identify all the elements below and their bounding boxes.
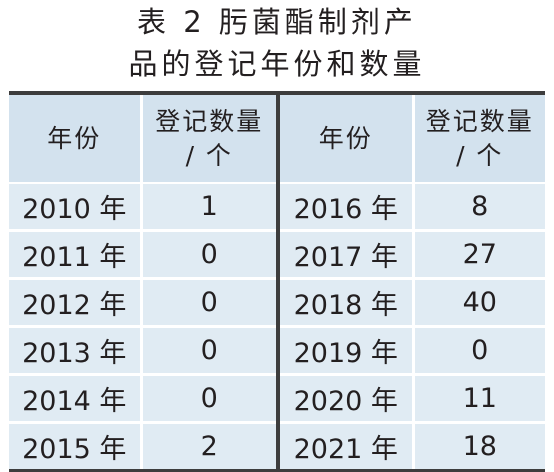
header-year-right: 年份 bbox=[278, 91, 415, 184]
cell-year: 2013 年 bbox=[9, 326, 143, 376]
cell-year: 2018 年 bbox=[278, 278, 415, 328]
cell-count: 0 bbox=[141, 374, 280, 424]
cell-count: 0 bbox=[141, 278, 280, 328]
header-count-left-line2: / 个 bbox=[185, 140, 233, 170]
cell-year: 2021 年 bbox=[278, 422, 415, 472]
header-row: 年份 登记数量 / 个 年份 登记数量 / 个 bbox=[9, 91, 545, 184]
registration-table-container: 年份 登记数量 / 个 年份 登记数量 / 个 2010 年 1 2016 年 bbox=[9, 91, 545, 472]
cell-count: 27 bbox=[413, 230, 545, 280]
cell-year: 2011 年 bbox=[9, 230, 143, 280]
table-row: 2015 年 2 2021 年 18 bbox=[9, 422, 545, 472]
table-row: 2010 年 1 2016 年 8 bbox=[9, 183, 545, 232]
cell-count: 8 bbox=[413, 183, 545, 232]
header-count-right-line1: 登记数量 bbox=[425, 106, 534, 136]
cell-year: 2014 年 bbox=[9, 374, 143, 424]
cell-year: 2020 年 bbox=[278, 374, 415, 424]
header-year-left-label: 年份 bbox=[47, 123, 102, 153]
registration-table: 年份 登记数量 / 个 年份 登记数量 / 个 2010 年 1 2016 年 bbox=[9, 91, 545, 472]
table-row: 2014 年 0 2020 年 11 bbox=[9, 374, 545, 424]
cell-year: 2019 年 bbox=[278, 326, 415, 376]
header-year-left: 年份 bbox=[9, 91, 143, 184]
table-row: 2012 年 0 2018 年 40 bbox=[9, 278, 545, 328]
cell-year: 2017 年 bbox=[278, 230, 415, 280]
table-header: 年份 登记数量 / 个 年份 登记数量 / 个 bbox=[9, 91, 545, 184]
cell-year: 2016 年 bbox=[278, 183, 415, 232]
cell-count: 11 bbox=[413, 374, 545, 424]
cell-year: 2010 年 bbox=[9, 183, 143, 232]
cell-year: 2015 年 bbox=[9, 422, 143, 472]
table-body: 2010 年 1 2016 年 8 2011 年 0 2017 年 27 201… bbox=[9, 183, 545, 472]
cell-count: 1 bbox=[141, 183, 280, 232]
table-title-line-2: 品的登记年份和数量 bbox=[128, 47, 426, 81]
header-year-right-label: 年份 bbox=[318, 123, 373, 153]
header-count-right: 登记数量 / 个 bbox=[413, 91, 545, 184]
cell-count: 0 bbox=[141, 230, 280, 280]
cell-count: 0 bbox=[141, 326, 280, 376]
cell-count: 2 bbox=[141, 422, 280, 472]
table-row: 2011 年 0 2017 年 27 bbox=[9, 230, 545, 280]
table-title-line-1: 表 2 肟菌酯制剂产 bbox=[137, 5, 417, 39]
header-count-left-line1: 登记数量 bbox=[155, 106, 264, 136]
table-row: 2013 年 0 2019 年 0 bbox=[9, 326, 545, 376]
header-count-right-line2: / 个 bbox=[456, 140, 504, 170]
cell-count: 40 bbox=[413, 278, 545, 328]
cell-year: 2012 年 bbox=[9, 278, 143, 328]
header-count-left: 登记数量 / 个 bbox=[141, 91, 280, 184]
cell-count: 0 bbox=[413, 326, 545, 376]
cell-count: 18 bbox=[413, 422, 545, 472]
